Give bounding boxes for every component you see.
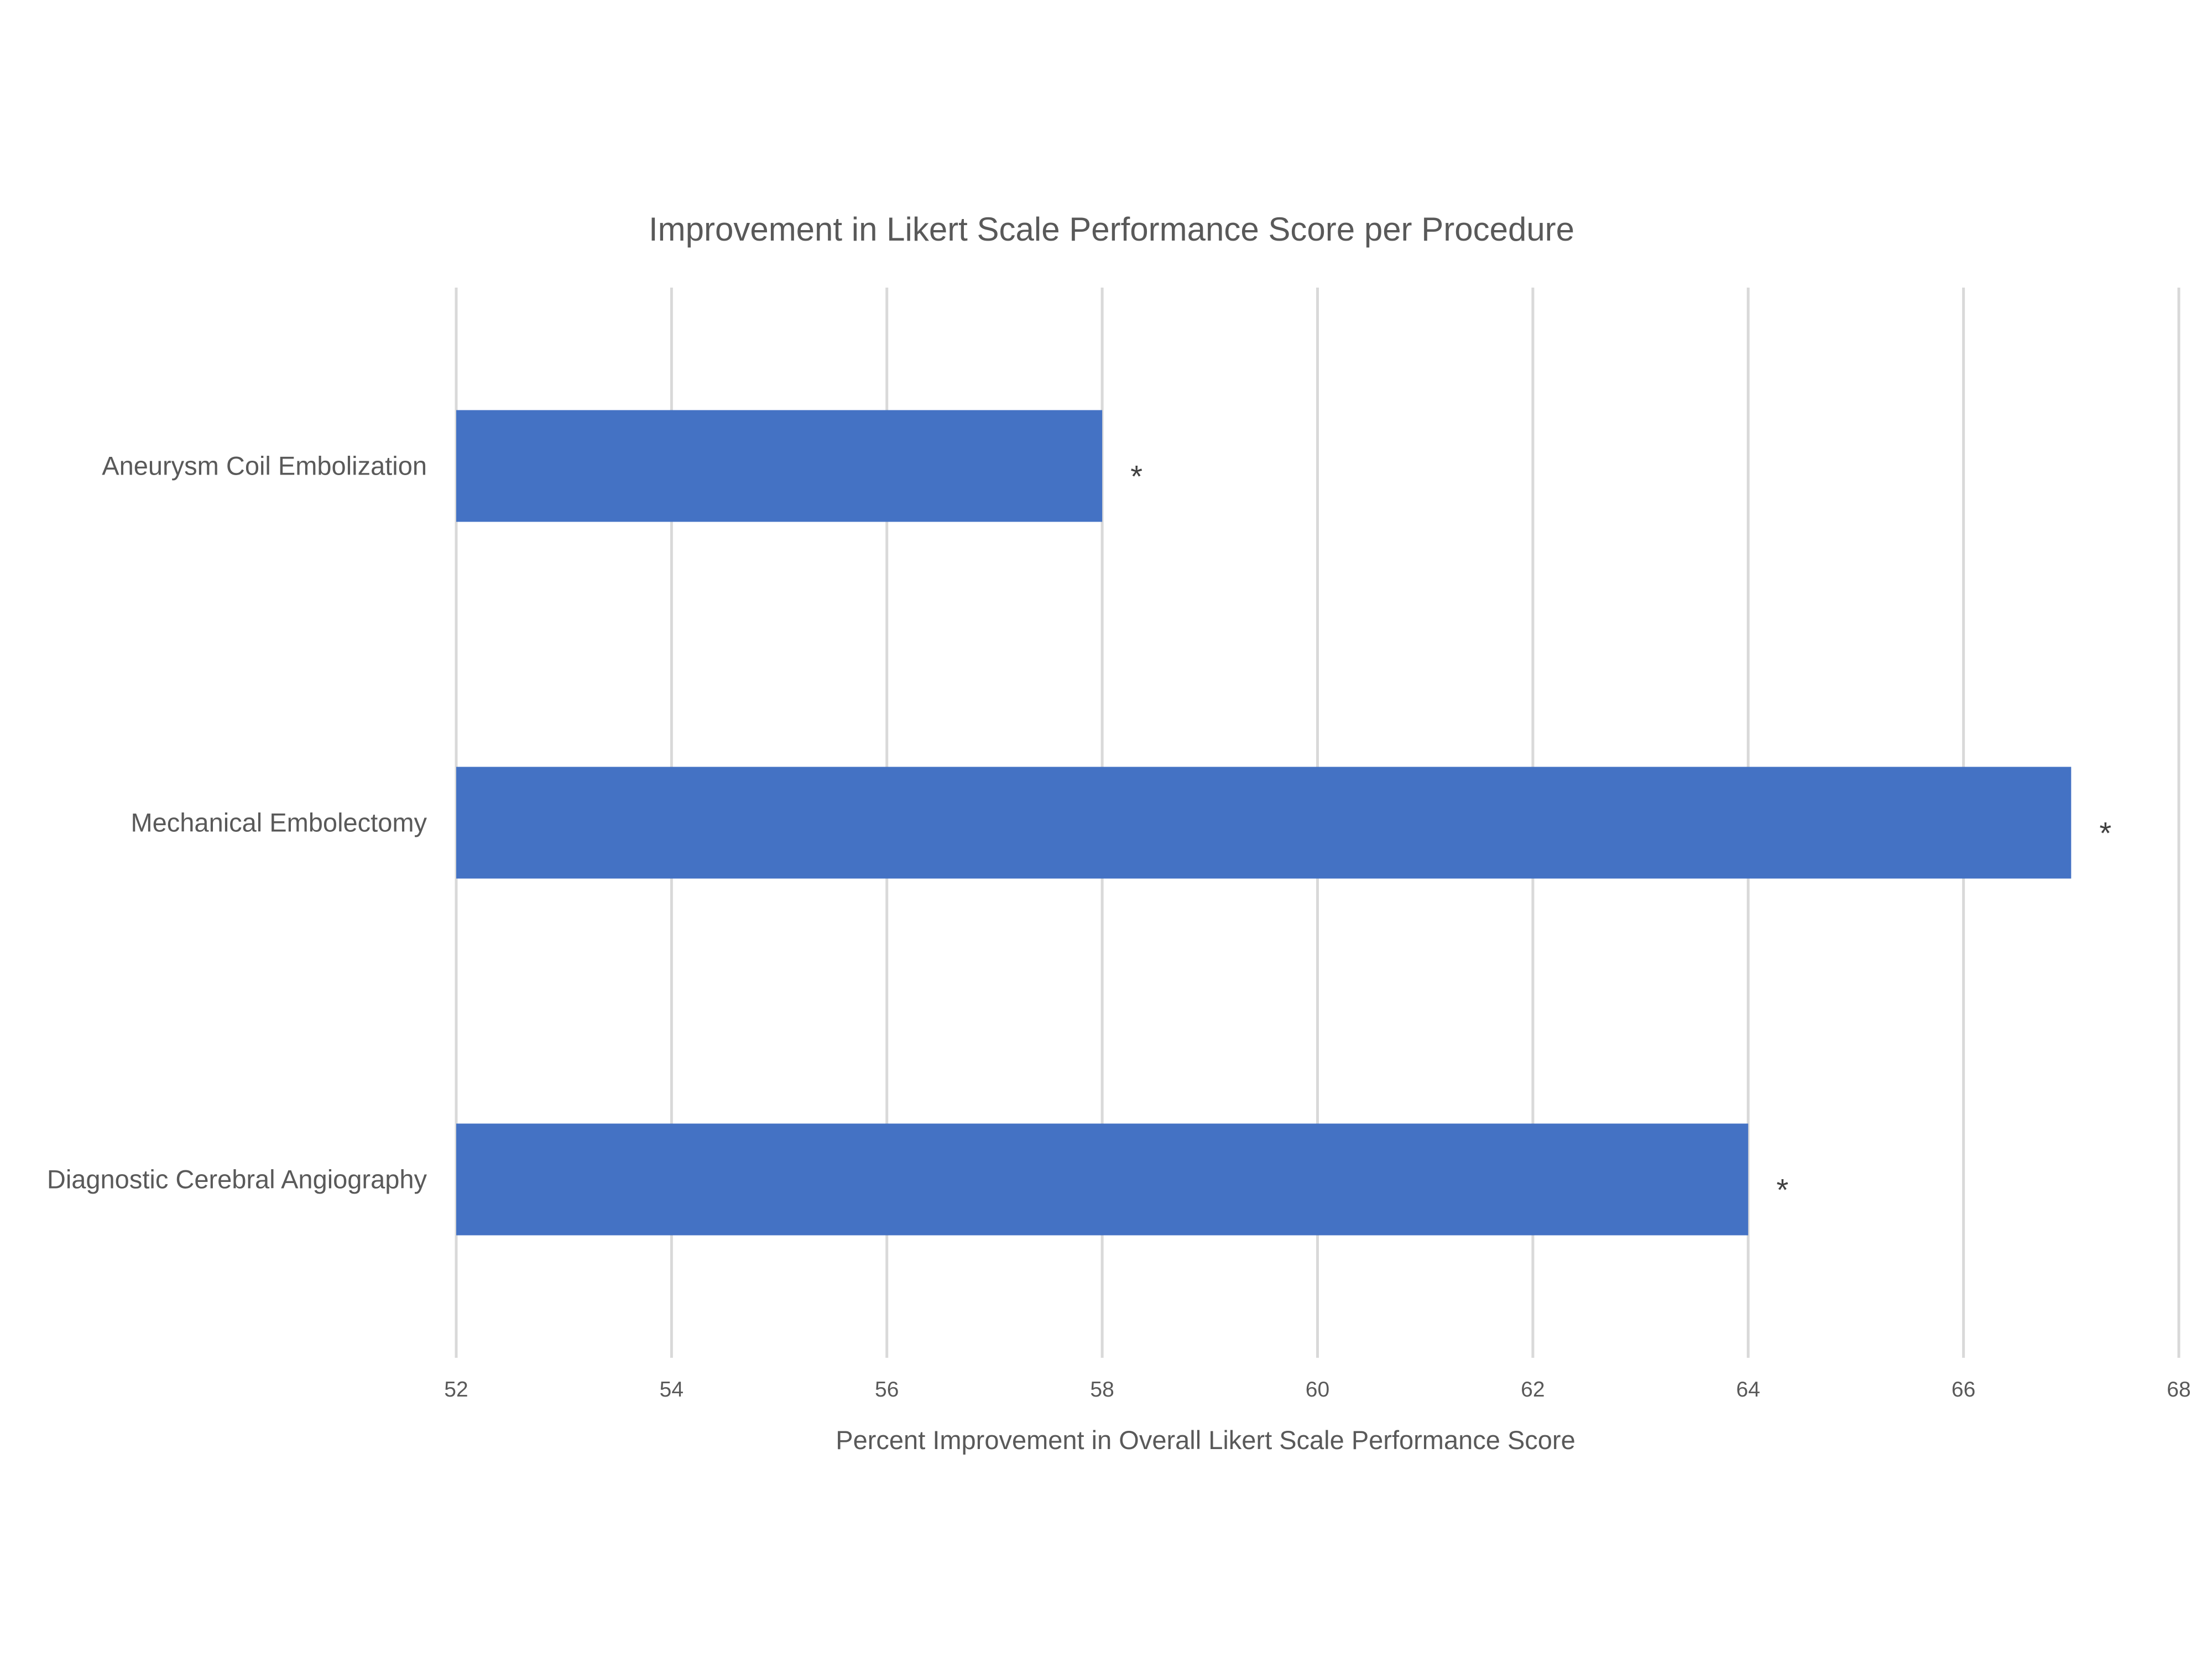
category-label: Diagnostic Cerebral Angiography — [47, 1165, 427, 1194]
x-tick-label: 52 — [444, 1378, 468, 1402]
bar — [456, 410, 1103, 522]
annotations: * * * — [1130, 459, 2111, 1207]
category-label: Aneurysm Coil Embolization — [102, 451, 427, 481]
significance-marker: * — [1776, 1173, 1788, 1207]
x-tick-label: 68 — [2167, 1378, 2190, 1402]
chart-title: Improvement in Likert Scale Performance … — [649, 211, 1574, 248]
x-tick-label: 66 — [1952, 1378, 1975, 1402]
bar — [456, 767, 2072, 879]
x-tick-label: 56 — [875, 1378, 899, 1402]
x-tick-label: 54 — [660, 1378, 684, 1402]
category-label: Mechanical Embolectomy — [131, 808, 427, 837]
category-labels: Aneurysm Coil Embolization Mechanical Emb… — [47, 451, 427, 1194]
x-axis-title: Percent Improvement in Overall Likert Sc… — [836, 1425, 1575, 1455]
bars — [456, 410, 2072, 1236]
x-tick-label: 60 — [1306, 1378, 1329, 1402]
significance-marker: * — [1130, 459, 1142, 494]
significance-marker: * — [2099, 816, 2111, 851]
x-tick-label: 58 — [1090, 1378, 1114, 1402]
bar — [456, 1123, 1749, 1236]
x-tick-label: 62 — [1521, 1378, 1545, 1402]
x-tick-label: 64 — [1736, 1378, 1760, 1402]
x-tick-labels: 52 54 56 58 60 62 64 66 68 — [444, 1378, 2190, 1402]
